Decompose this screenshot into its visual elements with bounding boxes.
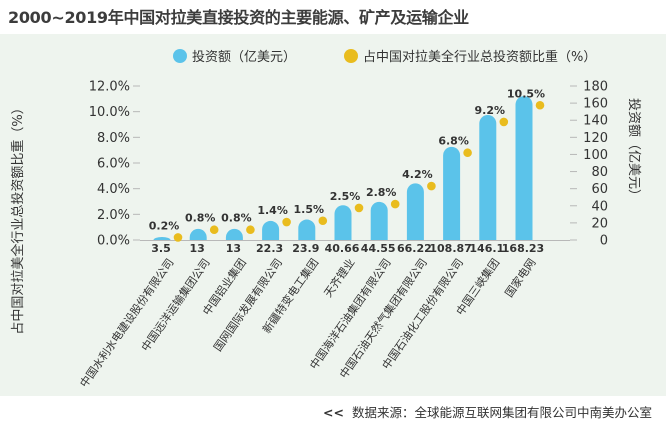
category-label: 天齐锂业 <box>321 256 358 300</box>
source-arrows: << <box>323 405 344 420</box>
share-dot <box>209 225 219 235</box>
right-axis: 0 20 40 60 80 100 120 140 160 180 <box>570 80 608 249</box>
share-value-label: 0.8% <box>221 212 252 225</box>
bar-value-labels: 3.5 13 13 22.3 23.9 40.66 44.55 66.22108.87146.… <box>151 242 544 255</box>
right-axis-tick-label: 160 <box>583 97 608 112</box>
investment-bar <box>443 146 461 240</box>
investment-value-label: 146.1 <box>469 242 504 255</box>
legend-bar-swatch <box>173 49 187 63</box>
share-value-label: 0.2% <box>149 219 180 232</box>
legend-label-share: 占中国对拉美全行业总投资额比重（%） <box>363 49 596 65</box>
investment-bar <box>479 115 497 240</box>
share-dot <box>173 233 183 242</box>
left-axis: 0.0% 2.0% 4.0% 6.0% 8.0% 10.0% 12.0% <box>89 80 140 249</box>
left-axis-tick-label: 12.0% <box>89 80 130 95</box>
chart-panel <box>0 34 666 396</box>
investment-bar <box>334 205 352 240</box>
investment-bar <box>298 219 316 240</box>
investment-value-label: 168.23 <box>502 242 544 255</box>
share-dot <box>427 181 436 191</box>
legend: 投资额（亿美元） 占中国对拉美全行业总投资额比重（%） <box>173 49 596 65</box>
chart-title: 2000~2019年中国对拉美直接投资的主要能源、矿产及运输企业 <box>8 8 469 27</box>
share-value-label: 2.5% <box>330 190 361 203</box>
category-label: 国网国际发展有限公司 <box>210 256 285 354</box>
right-axis-tick-label: 100 <box>583 148 608 163</box>
investment-value-label: 66.22 <box>397 242 432 255</box>
left-axis-tick-label: 0.0% <box>97 234 130 249</box>
left-axis-tick-label: 4.0% <box>97 182 130 197</box>
share-value-label: 4.2% <box>402 168 433 181</box>
share-dot <box>463 148 472 158</box>
left-axis-title: 占中国对拉美全行业总投资额比重（%） <box>10 101 26 334</box>
category-label: 中国远洋运输集团公司 <box>138 256 213 354</box>
investment-value-label: 3.5 <box>151 242 171 255</box>
investment-bar <box>225 228 243 240</box>
share-dot <box>282 217 291 227</box>
share-value-label: 6.8% <box>438 135 469 148</box>
investment-value-label: 40.66 <box>325 242 360 255</box>
source-text: 数据来源：全球能源互联网集团有限公司中南美办公室 <box>351 405 652 420</box>
share-value-label: 1.5% <box>294 203 325 216</box>
right-axis-tick-label: 180 <box>583 80 608 95</box>
left-axis-tick-label: 2.0% <box>97 208 130 223</box>
right-axis-tick-label: 60 <box>591 182 608 197</box>
investment-bar <box>153 237 171 240</box>
investment-bar <box>370 201 388 240</box>
share-dot <box>499 117 509 127</box>
share-dot <box>318 216 328 226</box>
share-dot <box>354 203 364 213</box>
left-axis-tick-label: 10.0% <box>89 105 130 120</box>
share-dots <box>173 100 545 242</box>
right-axis-tick-label: 40 <box>591 199 608 214</box>
left-axis-tick-label: 6.0% <box>97 157 130 172</box>
investment-bar <box>515 96 533 240</box>
bars <box>153 96 533 240</box>
investment-value-label: 44.55 <box>361 242 396 255</box>
left-axis-tick-label: 8.0% <box>97 131 130 146</box>
right-axis-tick-label: 20 <box>591 216 608 231</box>
category-label: 国家电网 <box>502 256 539 300</box>
investment-bar <box>262 220 280 240</box>
share-value-label: 10.5% <box>507 87 545 100</box>
investment-value-label: 108.87 <box>429 242 471 255</box>
category-labels: 中国水利水电建设股份有限公司中国远洋运输集团公司中国铝业集团国网国际发展有限公司… <box>77 256 539 390</box>
share-dot <box>535 100 545 110</box>
investment-bar <box>406 183 424 240</box>
legend-label-investment: 投资额（亿美元） <box>192 49 296 65</box>
share-value-label: 0.8% <box>185 212 216 225</box>
right-axis-tick-label: 0 <box>600 234 608 249</box>
investment-bar <box>189 228 207 240</box>
share-value-label: 9.2% <box>475 104 506 117</box>
investment-value-label: 13 <box>190 242 205 255</box>
share-value-label: 2.8% <box>366 186 397 199</box>
share-dot <box>246 225 255 235</box>
right-axis-tick-label: 80 <box>591 165 608 180</box>
investment-value-label: 23.9 <box>292 242 319 255</box>
legend-dot-swatch <box>344 49 358 63</box>
right-axis-title: 投资额（亿美元） <box>626 98 642 202</box>
right-axis-tick-label: 120 <box>583 131 608 146</box>
share-value-labels: 0.2% 0.8% 0.8% 1.4% 1.5% 2.5% 2.8% 4.2% 6.8% 9.2%… <box>149 87 545 232</box>
right-axis-tick-label: 140 <box>583 114 608 129</box>
data-source: << 数据来源：全球能源互联网集团有限公司中南美办公室 <box>323 402 652 421</box>
share-dot <box>390 199 400 209</box>
investment-value-label: 22.3 <box>256 242 283 255</box>
share-value-label: 1.4% <box>257 204 288 217</box>
investment-value-label: 13 <box>226 242 241 255</box>
